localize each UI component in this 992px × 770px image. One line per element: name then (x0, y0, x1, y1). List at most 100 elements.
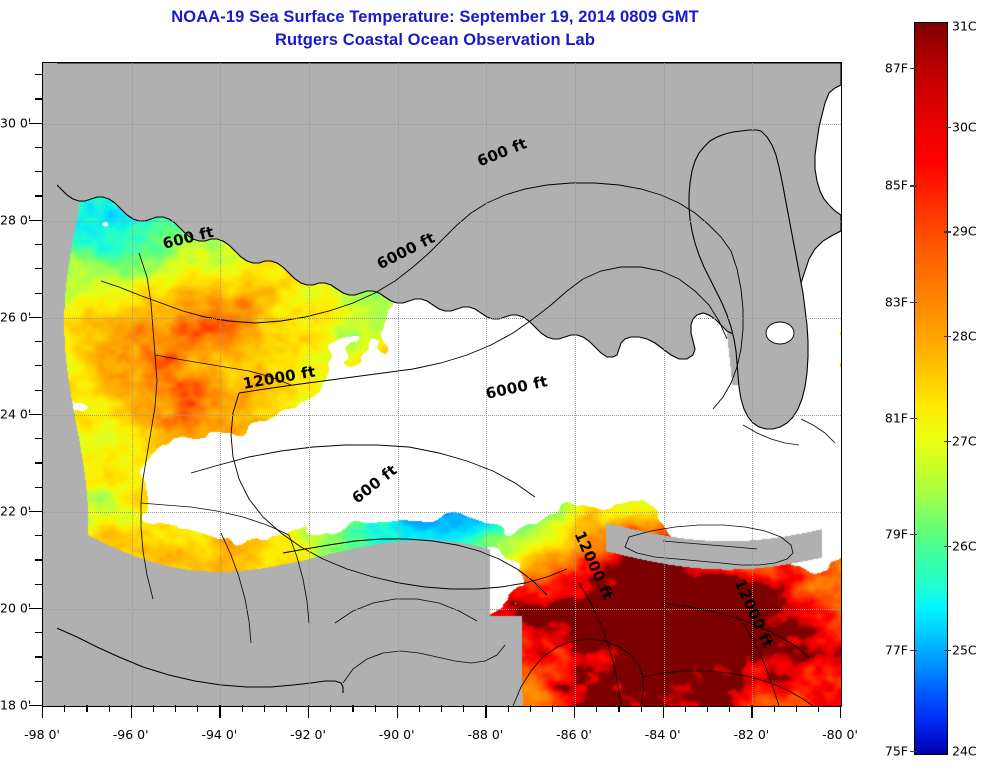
bathymetry-contour-label: 600 ft (348, 460, 401, 507)
y-axis-major-tick (29, 219, 42, 221)
bathymetry-contour-label: 600 ft (160, 222, 216, 254)
x-axis-minor-tick (64, 705, 66, 712)
gridline-vertical (309, 63, 310, 706)
x-axis-major-tick (396, 705, 398, 718)
contour-labels-layer: 600 ft 600 ft 6000 ft 12000 ft 600 ft 6000 ft… (43, 63, 841, 706)
colorbar-tick-celsius (944, 126, 951, 128)
x-axis-minor-tick (152, 705, 155, 712)
colorbar-label-celsius: 26C (952, 538, 977, 554)
gridline-vertical (220, 63, 222, 706)
x-axis-major-tick (840, 705, 842, 718)
x-axis-minor-tick (418, 705, 421, 712)
gridline-horizontal (43, 317, 841, 319)
x-axis-minor-tick (241, 705, 243, 712)
colorbar-label-celsius: 29C (952, 223, 977, 239)
x-axis-minor-tick (817, 705, 820, 712)
colorbar-tick-fahrenheit (910, 534, 917, 536)
x-axis-major-tick (662, 705, 664, 718)
figure-subtitle: Rutgers Coastal Ocean Observation Lab (274, 31, 596, 49)
y-axis-minor-tick (35, 243, 42, 246)
x-axis-minor-tick (86, 705, 88, 712)
x-axis-tick-label: -84 0' (644, 727, 681, 742)
x-axis-tick-label: -82 0' (733, 727, 770, 742)
x-axis-minor-tick (352, 705, 354, 712)
x-axis-minor-tick (108, 705, 110, 712)
gridline-vertical (131, 63, 133, 706)
colorbar-tick-fahrenheit (910, 751, 917, 753)
x-axis-minor-tick (441, 705, 443, 712)
x-axis-minor-tick (285, 705, 288, 712)
bathymetry-contour-label: 12000 ft (571, 528, 618, 603)
x-axis-tick-label: -98 0' (24, 727, 60, 742)
y-axis-minor-tick (35, 438, 42, 440)
y-axis-minor-tick (35, 74, 42, 76)
land-coastline-layer (43, 63, 841, 706)
gridline-horizontal (43, 220, 841, 222)
colorbar[interactable] (914, 22, 948, 755)
x-axis-tick-label: -92 0' (290, 727, 326, 742)
gridline-vertical (486, 63, 488, 706)
colorbar-tick-fahrenheit (910, 185, 917, 187)
y-axis-tick-label: 22 0' (0, 503, 32, 519)
gridline-horizontal (43, 511, 841, 513)
x-axis-major-tick (574, 705, 576, 718)
colorbar-label-celsius: 28C (952, 328, 977, 344)
y-axis-major-tick (29, 122, 42, 124)
bathymetry-contour-label: 6000 ft (374, 228, 439, 273)
y-axis-tick-label: 30 0' (0, 115, 32, 131)
y-axis-tick-label: 20 0' (0, 600, 32, 616)
y-axis-minor-tick (35, 389, 42, 391)
y-axis-major-tick (29, 510, 42, 513)
y-axis-minor-tick (35, 292, 42, 294)
y-axis-tick-label: 26 0' (0, 309, 32, 325)
y-axis-major-tick (29, 607, 42, 610)
gridline-vertical (663, 63, 665, 706)
colorbar-label-fahrenheit: 75F (884, 743, 908, 759)
map-plot-area[interactable]: 600 ft 600 ft 6000 ft 12000 ft 600 ft 6000 ft… (42, 62, 842, 707)
x-axis-minor-tick (729, 705, 731, 712)
x-axis-tick-label: -94 0' (201, 727, 238, 742)
colorbar-label-celsius: 30C (952, 119, 977, 135)
y-axis-minor-tick (35, 656, 42, 658)
x-axis-minor-tick (596, 705, 598, 712)
x-axis-minor-tick (640, 705, 642, 712)
bathymetry-contour-label: 600 ft (474, 134, 530, 171)
y-axis-tick-label: 28 0' (0, 212, 32, 228)
x-axis-minor-tick (507, 705, 509, 712)
figure-title-block: NOAA-19 Sea Surface Temperature: Septemb… (0, 6, 870, 52)
gridlines-layer (43, 63, 841, 706)
y-axis-minor-tick (35, 462, 42, 464)
gridline-horizontal (43, 123, 841, 125)
x-axis-minor-tick (773, 705, 775, 712)
colorbar-label-fahrenheit: 81F (884, 410, 908, 426)
x-axis-major-tick (219, 705, 221, 718)
x-axis-minor-tick (684, 705, 687, 712)
colorbar-label-celsius: 24C (952, 743, 977, 759)
colorbar-tick-celsius (944, 336, 951, 338)
y-axis-minor-tick (35, 559, 42, 561)
y-axis-minor-tick (35, 171, 42, 173)
colorbar-tick-celsius (944, 650, 951, 652)
colorbar-tick-fahrenheit (910, 301, 917, 303)
x-axis-major-tick (130, 705, 132, 718)
x-axis-minor-tick (263, 705, 265, 712)
x-axis-major-tick (42, 705, 44, 718)
y-axis-minor-tick (35, 146, 42, 149)
y-axis-minor-tick (35, 583, 42, 585)
x-axis-minor-tick (463, 705, 465, 712)
x-axis-minor-tick (529, 705, 531, 712)
colorbar-label-fahrenheit: 83F (884, 294, 908, 310)
y-axis-tick-label: 18 0' (0, 697, 32, 713)
y-axis-minor-tick (35, 486, 42, 488)
y-axis-minor-tick (35, 98, 42, 100)
y-axis-minor-tick (35, 632, 42, 634)
y-axis-minor-tick (35, 341, 42, 343)
y-axis-minor-tick (35, 268, 42, 270)
x-axis-tick-label: -90 0' (378, 727, 415, 742)
x-axis-minor-tick (707, 705, 709, 712)
x-axis-major-tick (751, 705, 753, 718)
colorbar-label-fahrenheit: 87F (884, 60, 908, 76)
colorbar-tick-fahrenheit (910, 417, 917, 419)
x-axis-tick-label: -88 0' (467, 727, 504, 742)
x-axis-minor-tick (197, 705, 199, 712)
